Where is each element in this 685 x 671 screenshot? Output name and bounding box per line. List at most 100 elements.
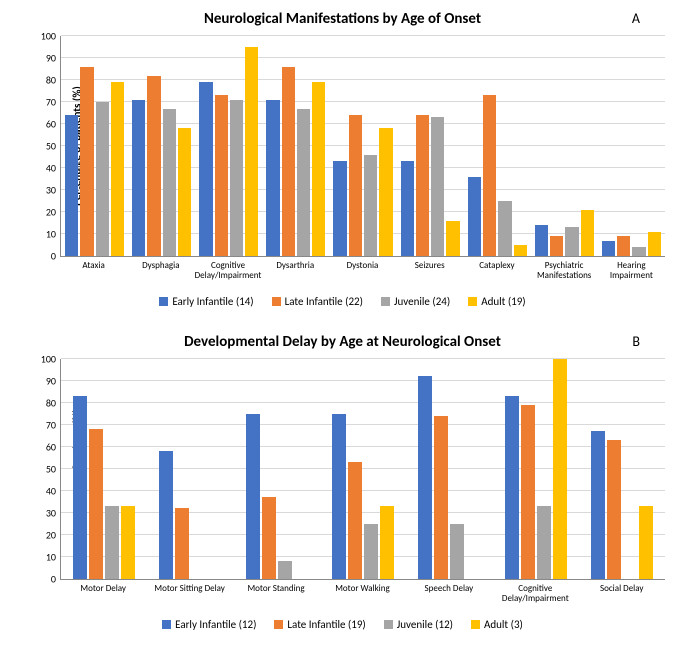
- chart-b: Developmental Delay by Age at Neurologic…: [10, 333, 675, 631]
- x-label: Cognitive Delay/Impairment: [194, 257, 261, 281]
- x-label: Social Delay: [579, 580, 665, 604]
- legend-label: Juvenile (24): [394, 295, 450, 308]
- bar: [163, 109, 176, 256]
- x-label: Motor Delay: [60, 580, 146, 604]
- legend-item: Early Infantile (14): [159, 295, 253, 308]
- bar: [581, 210, 594, 256]
- bar: [332, 414, 346, 579]
- bar: [246, 414, 260, 579]
- legend-item: Juvenile (24): [381, 295, 450, 308]
- legend-label: Late Infantile (22): [285, 295, 363, 308]
- category-group: [492, 359, 578, 579]
- bar: [96, 102, 109, 256]
- bar: [147, 76, 160, 256]
- bar: [521, 405, 535, 579]
- bar: [553, 359, 567, 579]
- bar: [349, 115, 362, 256]
- bar: [278, 561, 292, 579]
- y-tick: 80: [36, 396, 56, 409]
- bar: [364, 524, 378, 579]
- category-group: [61, 36, 128, 256]
- legend-label: Adult (19): [481, 295, 525, 308]
- x-label: Dysarthria: [262, 257, 329, 281]
- y-tick: 50: [36, 462, 56, 475]
- y-tick: 60: [36, 440, 56, 453]
- category-group: [262, 36, 329, 256]
- bar: [431, 117, 444, 256]
- y-tick: 70: [36, 418, 56, 431]
- bar: [175, 508, 189, 578]
- x-label: Seizures: [396, 257, 463, 281]
- category-group: [320, 359, 406, 579]
- bar: [282, 67, 295, 256]
- legend-swatch: [162, 620, 171, 629]
- legend-item: Adult (19): [468, 295, 525, 308]
- bars-row: [61, 359, 665, 579]
- y-tick: 90: [36, 52, 56, 65]
- y-tick: 30: [36, 506, 56, 519]
- bar: [199, 82, 212, 256]
- legend-item: Late Infantile (19): [274, 618, 365, 631]
- legend-item: Adult (3): [471, 618, 523, 631]
- legend-label: Late Infantile (19): [287, 618, 365, 631]
- bar: [632, 247, 645, 256]
- category-group: [531, 36, 598, 256]
- bars-row: [61, 36, 665, 256]
- bar: [215, 95, 228, 256]
- y-tick: 10: [36, 550, 56, 563]
- bar: [602, 241, 615, 256]
- bar: [535, 225, 548, 256]
- y-tick: 0: [36, 250, 56, 263]
- legend-swatch: [381, 297, 390, 306]
- bar: [245, 47, 258, 256]
- x-label: Dystonia: [329, 257, 396, 281]
- legend-swatch: [272, 297, 281, 306]
- bar: [401, 161, 414, 256]
- chart-b-title: Developmental Delay by Age at Neurologic…: [10, 333, 675, 351]
- y-tick: 50: [36, 140, 56, 153]
- x-label: Motor Sitting Delay: [146, 580, 232, 604]
- chart-b-x-labels: Motor DelayMotor Sitting DelayMotor Stan…: [60, 580, 665, 604]
- bar: [364, 155, 377, 256]
- y-tick: 60: [36, 118, 56, 131]
- bar: [312, 82, 325, 256]
- bar: [514, 245, 527, 256]
- legend-item: Late Infantile (22): [272, 295, 363, 308]
- legend-swatch: [468, 297, 477, 306]
- chart-b-panel-label: B: [632, 333, 640, 350]
- legend-label: Juvenile (12): [397, 618, 453, 631]
- bar: [348, 462, 362, 579]
- legend-swatch: [274, 620, 283, 629]
- legend-item: Early Infantile (12): [162, 618, 256, 631]
- bar: [483, 95, 496, 256]
- y-tick: 100: [36, 352, 56, 365]
- x-label: Speech Delay: [406, 580, 492, 604]
- x-label: Psychiatric Manifestations: [531, 257, 598, 281]
- bar: [418, 376, 432, 578]
- category-group: [61, 359, 147, 579]
- bar: [591, 431, 605, 578]
- bar: [565, 227, 578, 256]
- category-group: [598, 36, 665, 256]
- y-tick: 20: [36, 206, 56, 219]
- bar: [132, 100, 145, 256]
- legend-swatch: [471, 620, 480, 629]
- bar: [550, 236, 563, 256]
- chart-a-title: Neurological Manifestations by Age of On…: [10, 10, 675, 28]
- legend-item: Juvenile (12): [384, 618, 453, 631]
- chart-b-plot: Percentage of patients (%) 0102030405060…: [60, 359, 665, 580]
- x-label: Motor Walking: [319, 580, 405, 604]
- x-label: Cognitive Delay/Impairment: [492, 580, 578, 604]
- chart-a-legend: Early Infantile (14) Late Infantile (22) J…: [10, 295, 675, 308]
- bar: [505, 396, 519, 579]
- bar: [607, 440, 621, 579]
- bar: [617, 236, 630, 256]
- category-group: [406, 359, 492, 579]
- x-label: Dysphagia: [127, 257, 194, 281]
- bar: [89, 429, 103, 579]
- chart-a: Neurological Manifestations by Age of On…: [10, 10, 675, 308]
- category-group: [128, 36, 195, 256]
- bar: [537, 506, 551, 579]
- y-tick: 10: [36, 228, 56, 241]
- bar: [159, 451, 173, 579]
